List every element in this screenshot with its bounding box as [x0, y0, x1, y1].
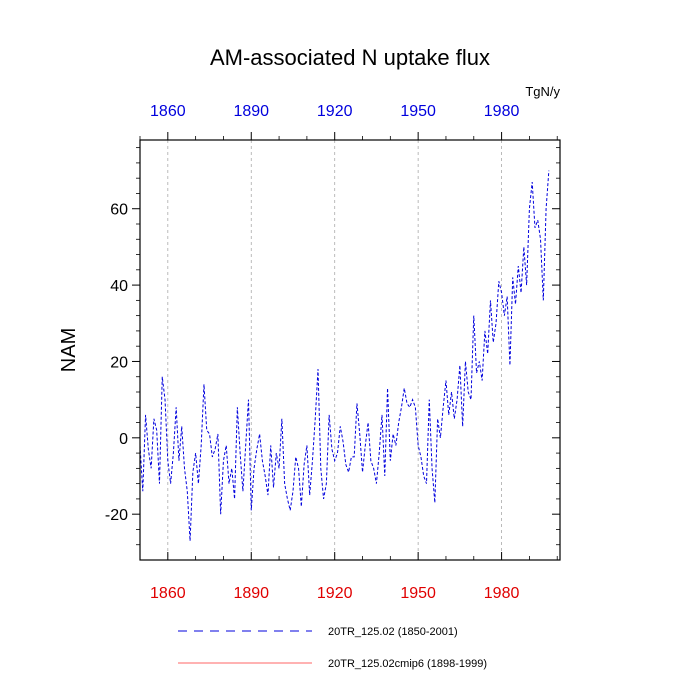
x-tick-label-top: 1920: [317, 103, 353, 120]
y-tick-label: 60: [110, 202, 128, 219]
x-tick-label-top: 1950: [400, 103, 436, 120]
x-tick-label-bottom: 1950: [400, 585, 436, 602]
series-lines: [139, 170, 550, 541]
legend-label-series-2: 20TR_125.02cmip6 (1898-1999): [328, 658, 487, 670]
y-tick-label: 40: [110, 278, 128, 295]
x-tick-label-bottom: 1980: [484, 585, 520, 602]
x-tick-label-top: 1980: [484, 103, 520, 120]
axis-ticks: [132, 132, 560, 560]
x-tick-label-top: 1860: [150, 103, 186, 120]
units-label: TgN/y: [525, 84, 560, 99]
axis-tick-labels: 1860 1860 1890 1890 1920 1920 1950 1950 1980 1980…: [105, 103, 520, 602]
y-tick-label: -20: [105, 507, 128, 524]
plot-frame: [139, 139, 561, 561]
grid-lines: [167, 140, 502, 560]
legend-label-series-1: 20TR_125.02 (1850-2001): [328, 626, 458, 638]
y-tick-label: 20: [110, 354, 128, 371]
x-tick-label-bottom: 1860: [150, 585, 186, 602]
x-tick-label-bottom: 1920: [317, 585, 353, 602]
y-axis-label: NAM: [58, 328, 80, 372]
x-tick-label-top: 1890: [233, 103, 269, 120]
y-tick-label: 0: [119, 431, 128, 448]
legend: 20TR_125.02 (1850-2001) 20TR_125.02cmip6…: [178, 626, 487, 670]
series-line-20TR_125.02: [139, 170, 550, 541]
x-tick-label-bottom: 1890: [233, 585, 269, 602]
chart-title: AM-associated N uptake flux: [210, 45, 490, 70]
